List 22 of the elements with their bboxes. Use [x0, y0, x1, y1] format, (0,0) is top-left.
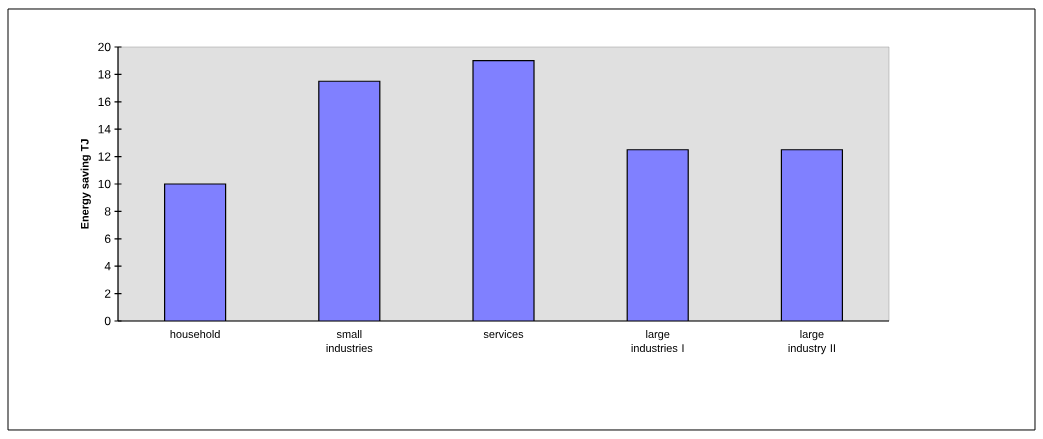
- x-tick-label: services: [483, 330, 524, 339]
- y-tick-label: 8: [104, 207, 111, 216]
- x-tick-label: small industries: [326, 330, 373, 352]
- bar: [473, 60, 535, 321]
- y-tick-label: 16: [98, 97, 111, 107]
- bar: [164, 183, 226, 321]
- y-axis-title: Energy saving TJ: [80, 139, 91, 229]
- y-tick-label: 10: [98, 179, 111, 189]
- bar: [318, 81, 380, 321]
- y-tick-label: 6: [104, 234, 111, 244]
- y-tick-label: 20: [98, 42, 111, 52]
- y-tick-label: 0: [104, 316, 111, 326]
- y-tick-label: 14: [98, 125, 111, 134]
- y-tick-label: 2: [104, 289, 111, 298]
- bar: [627, 149, 689, 321]
- x-tick-label: large industry II: [788, 330, 835, 355]
- y-tick-label: 4: [104, 262, 111, 271]
- bar: [780, 149, 844, 321]
- y-tick-label: 12: [98, 152, 111, 161]
- y-tick-label: 18: [98, 70, 111, 79]
- x-tick-label: large industries I: [631, 330, 684, 352]
- x-tick-label: household: [170, 330, 220, 339]
